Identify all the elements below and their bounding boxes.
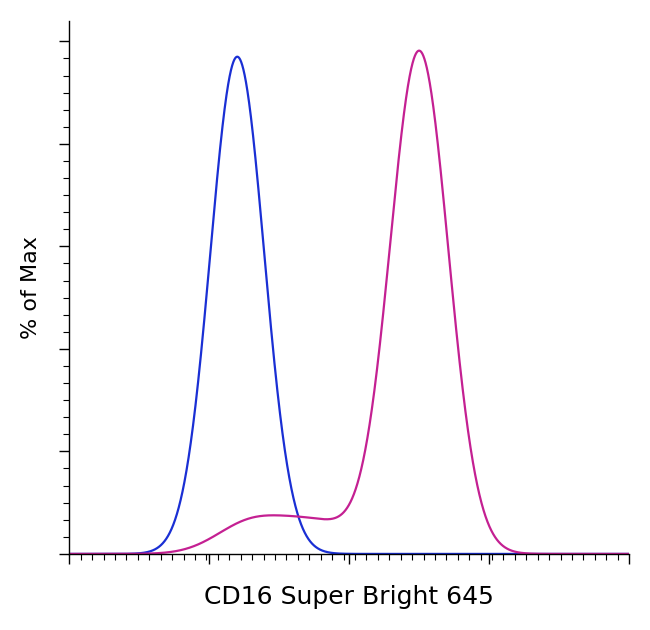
Y-axis label: % of Max: % of Max	[21, 236, 41, 339]
X-axis label: CD16 Super Bright 645: CD16 Super Bright 645	[204, 585, 494, 609]
